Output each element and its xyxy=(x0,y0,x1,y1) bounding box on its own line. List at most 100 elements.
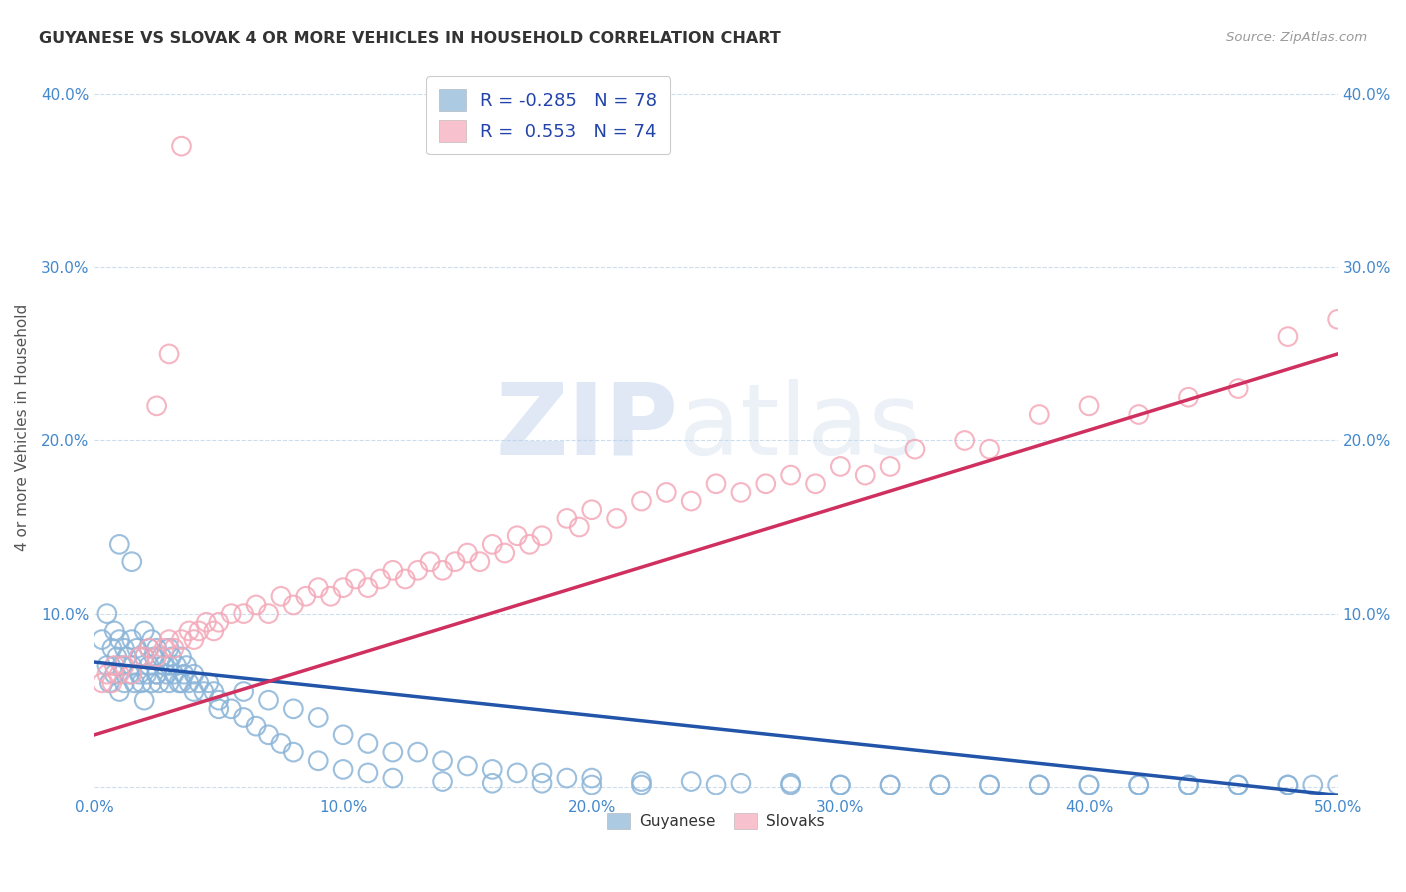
Point xyxy=(332,763,354,777)
Point xyxy=(138,658,160,673)
Point xyxy=(381,771,404,785)
Point xyxy=(1078,778,1101,792)
Point xyxy=(804,476,827,491)
Point xyxy=(1078,778,1101,792)
Text: GUYANESE VS SLOVAK 4 OR MORE VEHICLES IN HOUSEHOLD CORRELATION CHART: GUYANESE VS SLOVAK 4 OR MORE VEHICLES IN… xyxy=(39,31,782,46)
Point xyxy=(481,537,503,551)
Point xyxy=(257,607,280,621)
Point xyxy=(1326,312,1348,326)
Point xyxy=(202,684,225,698)
Point xyxy=(681,774,703,789)
Point xyxy=(494,546,516,560)
Point xyxy=(432,774,454,789)
Point xyxy=(195,615,218,630)
Point xyxy=(730,485,752,500)
Point xyxy=(506,765,529,780)
Point xyxy=(141,632,163,647)
Point xyxy=(381,745,404,759)
Point xyxy=(177,624,200,638)
Point xyxy=(357,581,380,595)
Point xyxy=(332,728,354,742)
Point xyxy=(681,494,703,508)
Point xyxy=(108,684,131,698)
Point xyxy=(183,684,205,698)
Point xyxy=(98,676,121,690)
Point xyxy=(157,658,180,673)
Point xyxy=(208,702,231,716)
Point xyxy=(1128,778,1150,792)
Point xyxy=(444,555,467,569)
Point xyxy=(830,778,852,792)
Point xyxy=(530,765,553,780)
Point xyxy=(232,684,254,698)
Text: ZIP: ZIP xyxy=(496,379,679,476)
Point xyxy=(406,563,429,577)
Point xyxy=(166,658,188,673)
Point xyxy=(173,667,195,681)
Point xyxy=(581,778,603,792)
Point xyxy=(344,572,367,586)
Point xyxy=(519,537,541,551)
Point xyxy=(101,676,124,690)
Point xyxy=(307,581,329,595)
Point xyxy=(295,589,318,603)
Point xyxy=(138,641,160,656)
Point xyxy=(853,468,876,483)
Point xyxy=(245,598,267,612)
Point xyxy=(115,649,138,664)
Point xyxy=(1177,778,1199,792)
Point xyxy=(1227,778,1250,792)
Point xyxy=(103,624,125,638)
Point xyxy=(183,632,205,647)
Point xyxy=(170,649,193,664)
Point xyxy=(332,581,354,595)
Point xyxy=(108,667,131,681)
Point xyxy=(145,399,167,413)
Point xyxy=(481,776,503,790)
Point xyxy=(456,759,478,773)
Point xyxy=(198,676,221,690)
Point xyxy=(307,754,329,768)
Point xyxy=(121,667,143,681)
Point xyxy=(555,511,578,525)
Point xyxy=(219,607,242,621)
Point xyxy=(879,778,901,792)
Point xyxy=(157,676,180,690)
Point xyxy=(779,778,801,792)
Point xyxy=(1177,778,1199,792)
Point xyxy=(145,641,167,656)
Point xyxy=(108,632,131,647)
Point xyxy=(155,667,177,681)
Point xyxy=(232,607,254,621)
Point xyxy=(183,667,205,681)
Y-axis label: 4 or more Vehicles in Household: 4 or more Vehicles in Household xyxy=(15,304,30,551)
Point xyxy=(208,693,231,707)
Point xyxy=(419,555,441,569)
Point xyxy=(157,347,180,361)
Point xyxy=(283,598,305,612)
Point xyxy=(257,693,280,707)
Point xyxy=(134,649,156,664)
Point xyxy=(506,529,529,543)
Point xyxy=(134,649,156,664)
Point xyxy=(128,667,150,681)
Point xyxy=(101,641,124,656)
Point xyxy=(245,719,267,733)
Point xyxy=(111,658,134,673)
Point xyxy=(202,624,225,638)
Point xyxy=(1028,778,1050,792)
Point xyxy=(779,776,801,790)
Point xyxy=(103,667,125,681)
Point xyxy=(830,459,852,474)
Point xyxy=(170,139,193,153)
Point xyxy=(568,520,591,534)
Point xyxy=(187,676,209,690)
Point xyxy=(432,563,454,577)
Point xyxy=(979,442,1001,457)
Point xyxy=(381,563,404,577)
Point xyxy=(145,649,167,664)
Point xyxy=(481,763,503,777)
Point xyxy=(232,710,254,724)
Point xyxy=(118,667,141,681)
Point xyxy=(103,658,125,673)
